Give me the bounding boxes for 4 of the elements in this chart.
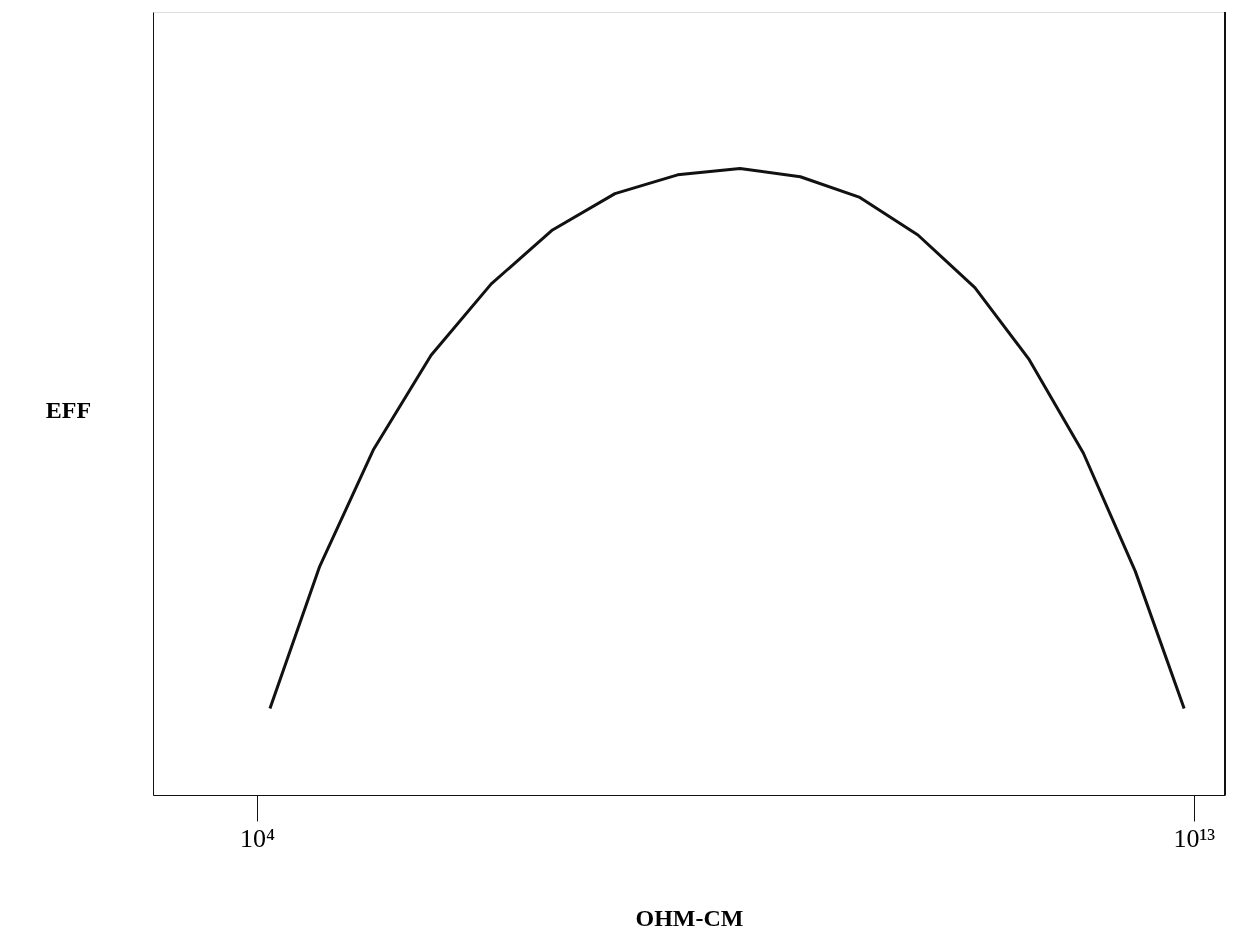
x-axis-title: OHM-CM xyxy=(635,904,744,931)
y-axis-title: EFF xyxy=(45,396,92,423)
x-tick-label: 10⁴ xyxy=(240,823,276,853)
x-tick-label: 10¹³ xyxy=(1173,823,1216,853)
